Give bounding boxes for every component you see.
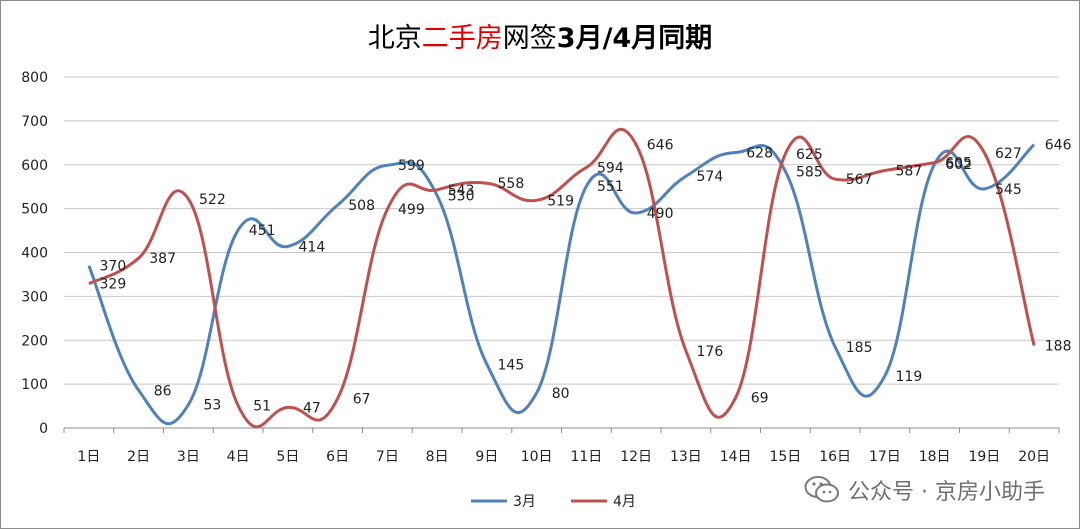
x-tick-label: 9日 — [475, 449, 498, 465]
x-tick-label: 13日 — [670, 449, 702, 465]
y-tick-label: 100 — [21, 377, 48, 393]
y-tick-label: 400 — [21, 246, 48, 262]
chart-title-part-2: 网签 — [503, 23, 557, 54]
series-line-1 — [87, 143, 1036, 426]
x-tick-label: 18日 — [919, 449, 951, 465]
x-tick-label: 19日 — [968, 449, 1000, 465]
data-label: 599 — [398, 158, 425, 174]
chart-title-part-3: 3月/4月同期 — [557, 23, 712, 54]
data-label: 188 — [1045, 339, 1072, 355]
x-tick-label: 8日 — [426, 449, 449, 465]
chart-title-part-0: 北京 — [368, 23, 422, 54]
data-label: 499 — [398, 202, 425, 218]
data-label: 53 — [203, 398, 221, 414]
data-label: 602 — [945, 157, 972, 173]
data-label: 387 — [149, 251, 176, 267]
x-tick-label: 12日 — [620, 449, 652, 465]
x-tick-label: 7日 — [376, 449, 399, 465]
data-label: 86 — [154, 383, 172, 399]
data-label: 522 — [199, 192, 226, 208]
y-tick-label: 300 — [21, 289, 48, 305]
data-label: 185 — [846, 340, 873, 356]
data-label: 80 — [552, 386, 570, 402]
data-label: 625 — [796, 147, 823, 163]
x-tick-label: 14日 — [720, 449, 752, 465]
x-tick-label: 10日 — [521, 449, 553, 465]
data-label: 490 — [647, 206, 674, 222]
data-label: 587 — [896, 163, 923, 179]
data-label: 627 — [995, 146, 1022, 162]
data-label: 119 — [896, 369, 923, 385]
y-tick-label: 600 — [21, 158, 48, 174]
data-label: 558 — [498, 176, 525, 192]
data-label: 414 — [299, 239, 326, 255]
x-tick-label: 17日 — [869, 449, 901, 465]
x-tick-label: 5日 — [276, 449, 299, 465]
series-line-2 — [88, 127, 1036, 429]
legend-label: 4月 — [613, 494, 636, 510]
data-label: 176 — [697, 344, 724, 360]
data-label: 567 — [846, 172, 873, 188]
data-label: 543 — [448, 183, 475, 199]
data-label: 646 — [1045, 138, 1072, 154]
data-label: 451 — [249, 223, 276, 239]
data-label: 646 — [647, 138, 674, 154]
y-tick-label: 500 — [21, 202, 48, 218]
wechat-icon — [804, 476, 840, 503]
x-tick-label: 15日 — [769, 449, 801, 465]
data-label: 545 — [995, 182, 1022, 198]
data-label: 519 — [547, 193, 574, 209]
x-tick-label: 3日 — [177, 449, 200, 465]
x-tick-label: 20日 — [1018, 449, 1050, 465]
data-label: 605 — [945, 156, 972, 172]
legend-label: 3月 — [513, 494, 536, 510]
data-label: 594 — [597, 160, 624, 176]
data-label: 67 — [353, 392, 371, 408]
chart-title: 北京二手房网签3月/4月同期 — [368, 23, 712, 54]
x-tick-label: 6日 — [326, 449, 349, 465]
y-tick-label: 200 — [21, 333, 48, 349]
watermark: 公众号 · 京房小助手 — [804, 474, 1045, 506]
x-tick-label: 11日 — [570, 449, 602, 465]
data-label: 51 — [253, 399, 271, 415]
data-label: 574 — [697, 169, 724, 185]
x-tick-label: 2日 — [127, 449, 150, 465]
data-label: 551 — [597, 179, 624, 195]
x-tick-label: 16日 — [819, 449, 851, 465]
data-label: 47 — [303, 400, 321, 416]
data-label: 585 — [796, 164, 823, 180]
x-tick-label: 4日 — [227, 449, 250, 465]
chart-title-part-1: 二手房 — [422, 23, 503, 54]
data-label: 145 — [498, 357, 525, 373]
x-tick-label: 1日 — [77, 449, 100, 465]
watermark-text: 公众号 · 京房小助手 — [848, 480, 1045, 505]
data-label: 508 — [348, 198, 375, 214]
data-label: 530 — [448, 188, 475, 204]
data-label: 69 — [751, 391, 769, 407]
y-tick-label: 0 — [39, 421, 48, 437]
y-tick-label: 700 — [21, 114, 48, 130]
y-tick-label: 800 — [21, 70, 48, 86]
data-label: 329 — [100, 277, 127, 293]
data-label: 628 — [746, 145, 773, 161]
data-label: 370 — [100, 259, 127, 275]
